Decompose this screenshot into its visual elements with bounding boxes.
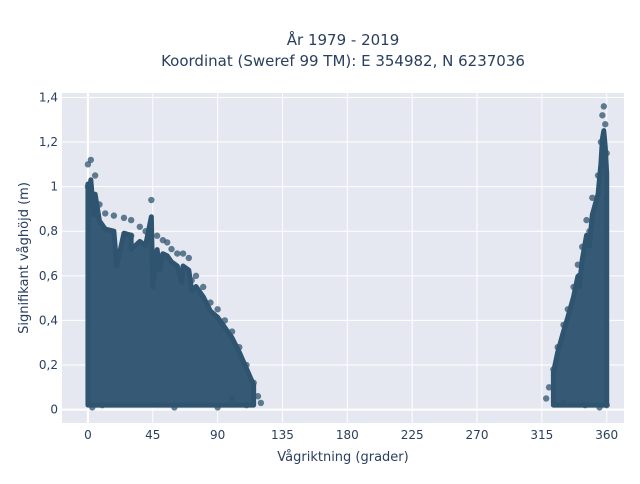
scatter-point bbox=[96, 201, 103, 208]
scatter-point bbox=[156, 254, 164, 262]
scatter-point bbox=[581, 401, 589, 409]
scatter-point bbox=[589, 194, 596, 201]
scatter-point bbox=[583, 216, 590, 224]
x-tick-label: 45 bbox=[145, 428, 160, 442]
y-tick-label: 0 bbox=[50, 403, 58, 417]
scatter-point bbox=[257, 399, 265, 407]
scatter-point bbox=[600, 103, 608, 110]
scatter-point bbox=[113, 250, 120, 257]
x-tick-label: 315 bbox=[530, 428, 553, 442]
y-tick-label: 0,8 bbox=[39, 224, 58, 238]
scatter-point bbox=[243, 361, 250, 369]
x-tick-label: 135 bbox=[271, 428, 294, 442]
scatter-point bbox=[91, 172, 99, 179]
scatter-point bbox=[243, 401, 250, 409]
scatter-point bbox=[594, 172, 602, 179]
scatter-point bbox=[148, 196, 155, 204]
scatter-point bbox=[599, 112, 606, 119]
y-axis-title: Signifikant våghöjd (m) bbox=[17, 182, 32, 334]
scatter-point bbox=[236, 343, 243, 351]
scatter-point bbox=[579, 243, 586, 251]
scatter-point bbox=[250, 379, 257, 387]
scatter-point bbox=[597, 138, 605, 146]
scatter-point bbox=[89, 404, 96, 411]
scatter-point bbox=[127, 216, 135, 224]
scatter-point bbox=[87, 156, 95, 164]
y-tick-label: 1,2 bbox=[39, 135, 58, 149]
scatter-point bbox=[200, 283, 207, 291]
x-tick-label: 360 bbox=[595, 428, 618, 442]
y-tick-label: 1,4 bbox=[39, 90, 58, 104]
x-axis-ticks: 0 45 90 135 180 225 270 315 360 bbox=[84, 428, 618, 442]
scatter-point bbox=[99, 401, 106, 409]
chart-title-line-1: År 1979 - 2019 bbox=[287, 30, 400, 49]
scatter-point bbox=[545, 384, 553, 391]
gridlines bbox=[62, 93, 624, 423]
scatter-point bbox=[564, 306, 571, 313]
scatter-point bbox=[171, 404, 178, 411]
scatter-point bbox=[228, 395, 236, 402]
scatter-point bbox=[207, 299, 214, 306]
scatter-cluster-northwest bbox=[550, 128, 610, 408]
scatter-point bbox=[570, 283, 577, 291]
scatter-point bbox=[596, 404, 603, 411]
y-tick-label: 0,2 bbox=[39, 358, 58, 372]
scatter-point bbox=[120, 214, 128, 222]
scatter-point bbox=[228, 328, 236, 335]
chart-title-line-2: Koordinat (Sweref 99 TM): E 354982, N 62… bbox=[161, 52, 525, 70]
y-tick-label: 0,4 bbox=[39, 313, 58, 327]
scatter-point bbox=[102, 210, 109, 217]
y-tick-label: 0,6 bbox=[39, 269, 58, 283]
scatter-point bbox=[603, 150, 610, 157]
scatter-point bbox=[214, 306, 221, 313]
scatter-point bbox=[560, 399, 567, 407]
x-tick-label: 90 bbox=[210, 428, 225, 442]
x-tick-label: 0 bbox=[84, 428, 92, 442]
scatter-point bbox=[554, 343, 561, 351]
scatter-point bbox=[149, 272, 156, 280]
scatter-point bbox=[178, 268, 185, 275]
scatter-point bbox=[127, 232, 135, 239]
scatter-point bbox=[163, 239, 171, 246]
y-axis-ticks: 0 0,2 0,4 0,6 0,8 1 1,2 1,4 bbox=[39, 90, 58, 416]
scatter-point bbox=[586, 228, 593, 235]
scatter-point bbox=[142, 228, 149, 235]
scatter-point bbox=[185, 254, 193, 262]
scatter-point bbox=[153, 232, 161, 239]
y-tick-label: 1 bbox=[50, 180, 58, 194]
data-points bbox=[84, 103, 610, 411]
scatter-point bbox=[110, 212, 118, 219]
scatter-point bbox=[560, 321, 567, 329]
scatter-point bbox=[574, 261, 582, 268]
scatter-point bbox=[602, 121, 609, 128]
x-tick-label: 270 bbox=[466, 428, 489, 442]
scatter-point bbox=[90, 194, 97, 201]
x-tick-label: 180 bbox=[336, 428, 359, 442]
scatter-point bbox=[221, 317, 229, 324]
scatter-point bbox=[542, 395, 550, 402]
scatter-point bbox=[136, 223, 144, 230]
scatter-point bbox=[254, 393, 262, 400]
x-tick-label: 225 bbox=[401, 428, 424, 442]
scatter-point bbox=[603, 401, 610, 409]
scatter-point bbox=[214, 404, 221, 411]
scatter-point bbox=[192, 272, 200, 280]
scatter-point bbox=[550, 366, 557, 373]
scatter-point bbox=[168, 245, 175, 253]
scatter-point bbox=[174, 250, 181, 257]
x-axis-title: Vågriktning (grader) bbox=[277, 450, 408, 465]
scatter-point bbox=[188, 277, 195, 284]
scatter-point bbox=[576, 272, 583, 280]
scatter-point bbox=[84, 183, 92, 190]
scatter-point bbox=[179, 250, 187, 257]
